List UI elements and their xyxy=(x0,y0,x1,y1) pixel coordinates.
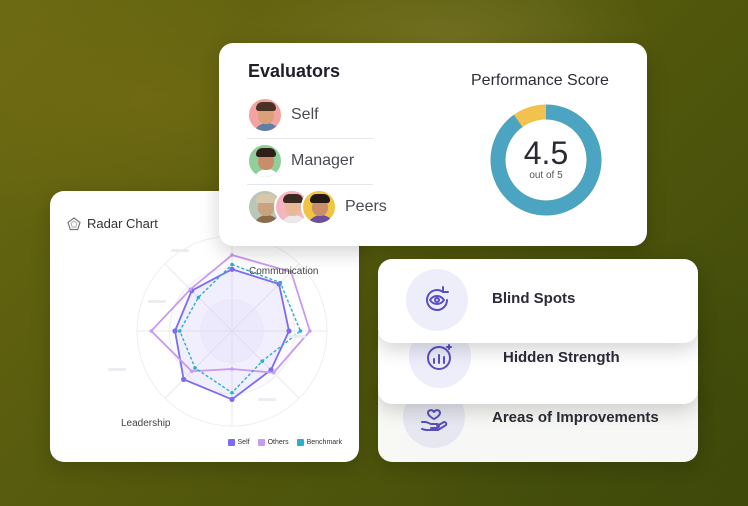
radar-point-others xyxy=(289,270,293,274)
radar-chart-title: Radar Chart xyxy=(87,216,158,231)
radar-point-self xyxy=(268,367,274,373)
radar-point-benchmark xyxy=(177,329,182,333)
radar-point-self xyxy=(229,266,235,272)
radar-point-benchmark xyxy=(230,262,234,267)
legend-swatch-self xyxy=(227,439,235,446)
radar-chart: Communication Leadership xyxy=(108,235,328,429)
radar-point-benchmark xyxy=(193,366,197,370)
radar-point-others xyxy=(188,287,193,292)
legend-swatch-benchmark xyxy=(296,439,304,446)
areas-of-improvements-label: Areas of Improvements xyxy=(492,409,659,426)
radar-axis-placeholder xyxy=(108,368,126,371)
radar-axis-label: Leadership xyxy=(121,418,171,429)
radar-point-benchmark xyxy=(278,280,283,285)
radar-axis-placeholder xyxy=(148,300,166,303)
evaluators-card: Evaluators Self Manager xyxy=(219,43,647,246)
legend-swatch-others xyxy=(257,439,265,446)
radar-point-self xyxy=(286,328,292,334)
radar-point-others xyxy=(230,253,234,257)
radar-legend: Self Others Benchmark xyxy=(227,439,342,446)
legend-label-others: Others xyxy=(267,439,289,446)
radar-pentagon-icon xyxy=(67,216,81,230)
radar-axis-label: Communication xyxy=(249,266,318,277)
radar-axis-placeholder xyxy=(258,398,276,401)
radar-point-self xyxy=(172,328,178,334)
radar-axis-placeholder xyxy=(171,249,189,252)
performance-donut-chart xyxy=(490,104,602,216)
radar-point-others xyxy=(149,329,154,333)
performance-score-value: 4.5 xyxy=(523,135,569,171)
legend-label-self: Self xyxy=(237,439,250,446)
avatar xyxy=(247,143,283,179)
blind-spots-card[interactable]: Blind Spots xyxy=(378,259,698,343)
legend-item-benchmark[interactable]: Benchmark xyxy=(296,439,342,446)
radar-spoke xyxy=(231,330,300,399)
evaluator-label-peers: Peers xyxy=(345,198,387,215)
radar-point-benchmark xyxy=(196,295,201,300)
performance-score-title: Performance Score xyxy=(471,72,609,89)
legend-item-self[interactable]: Self xyxy=(227,439,250,446)
evaluator-row-manager[interactable]: Manager xyxy=(247,139,373,183)
radar-spoke xyxy=(231,263,300,332)
radar-point-benchmark xyxy=(230,390,234,395)
radar-point-benchmark xyxy=(298,329,303,333)
peer-avatars xyxy=(247,189,337,225)
radar-point-others xyxy=(230,367,234,371)
radar-point-self xyxy=(229,396,235,402)
radar-point-benchmark xyxy=(260,359,265,364)
radar-spoke xyxy=(164,330,233,399)
divider xyxy=(247,138,373,139)
eye-refresh-icon xyxy=(406,269,468,331)
radar-point-others xyxy=(189,369,194,374)
evaluators-title: Evaluators xyxy=(248,61,341,81)
radar-point-others xyxy=(271,370,276,375)
radar-chart-header: Radar Chart xyxy=(67,216,158,231)
avatar xyxy=(247,97,283,133)
radar-axis-placeholder xyxy=(288,335,306,338)
evaluator-row-peers[interactable]: Peers xyxy=(247,185,387,229)
radar-point-others xyxy=(308,329,312,333)
performance-score-subtitle: out of 5 xyxy=(529,170,563,181)
divider xyxy=(247,184,373,185)
hidden-strength-label: Hidden Strength xyxy=(503,349,620,366)
avatar xyxy=(301,189,337,225)
evaluator-label-self: Self xyxy=(291,106,319,123)
radar-point-self xyxy=(181,376,187,382)
donut-filled-arc xyxy=(490,104,602,216)
blind-spots-label: Blind Spots xyxy=(492,290,576,307)
evaluator-label-manager: Manager xyxy=(291,152,355,169)
legend-item-others[interactable]: Others xyxy=(257,439,289,446)
evaluator-row-self[interactable]: Self xyxy=(247,93,373,137)
legend-label-benchmark: Benchmark xyxy=(306,439,342,446)
